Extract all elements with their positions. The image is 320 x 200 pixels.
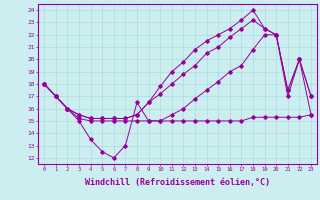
X-axis label: Windchill (Refroidissement éolien,°C): Windchill (Refroidissement éolien,°C) bbox=[85, 178, 270, 187]
